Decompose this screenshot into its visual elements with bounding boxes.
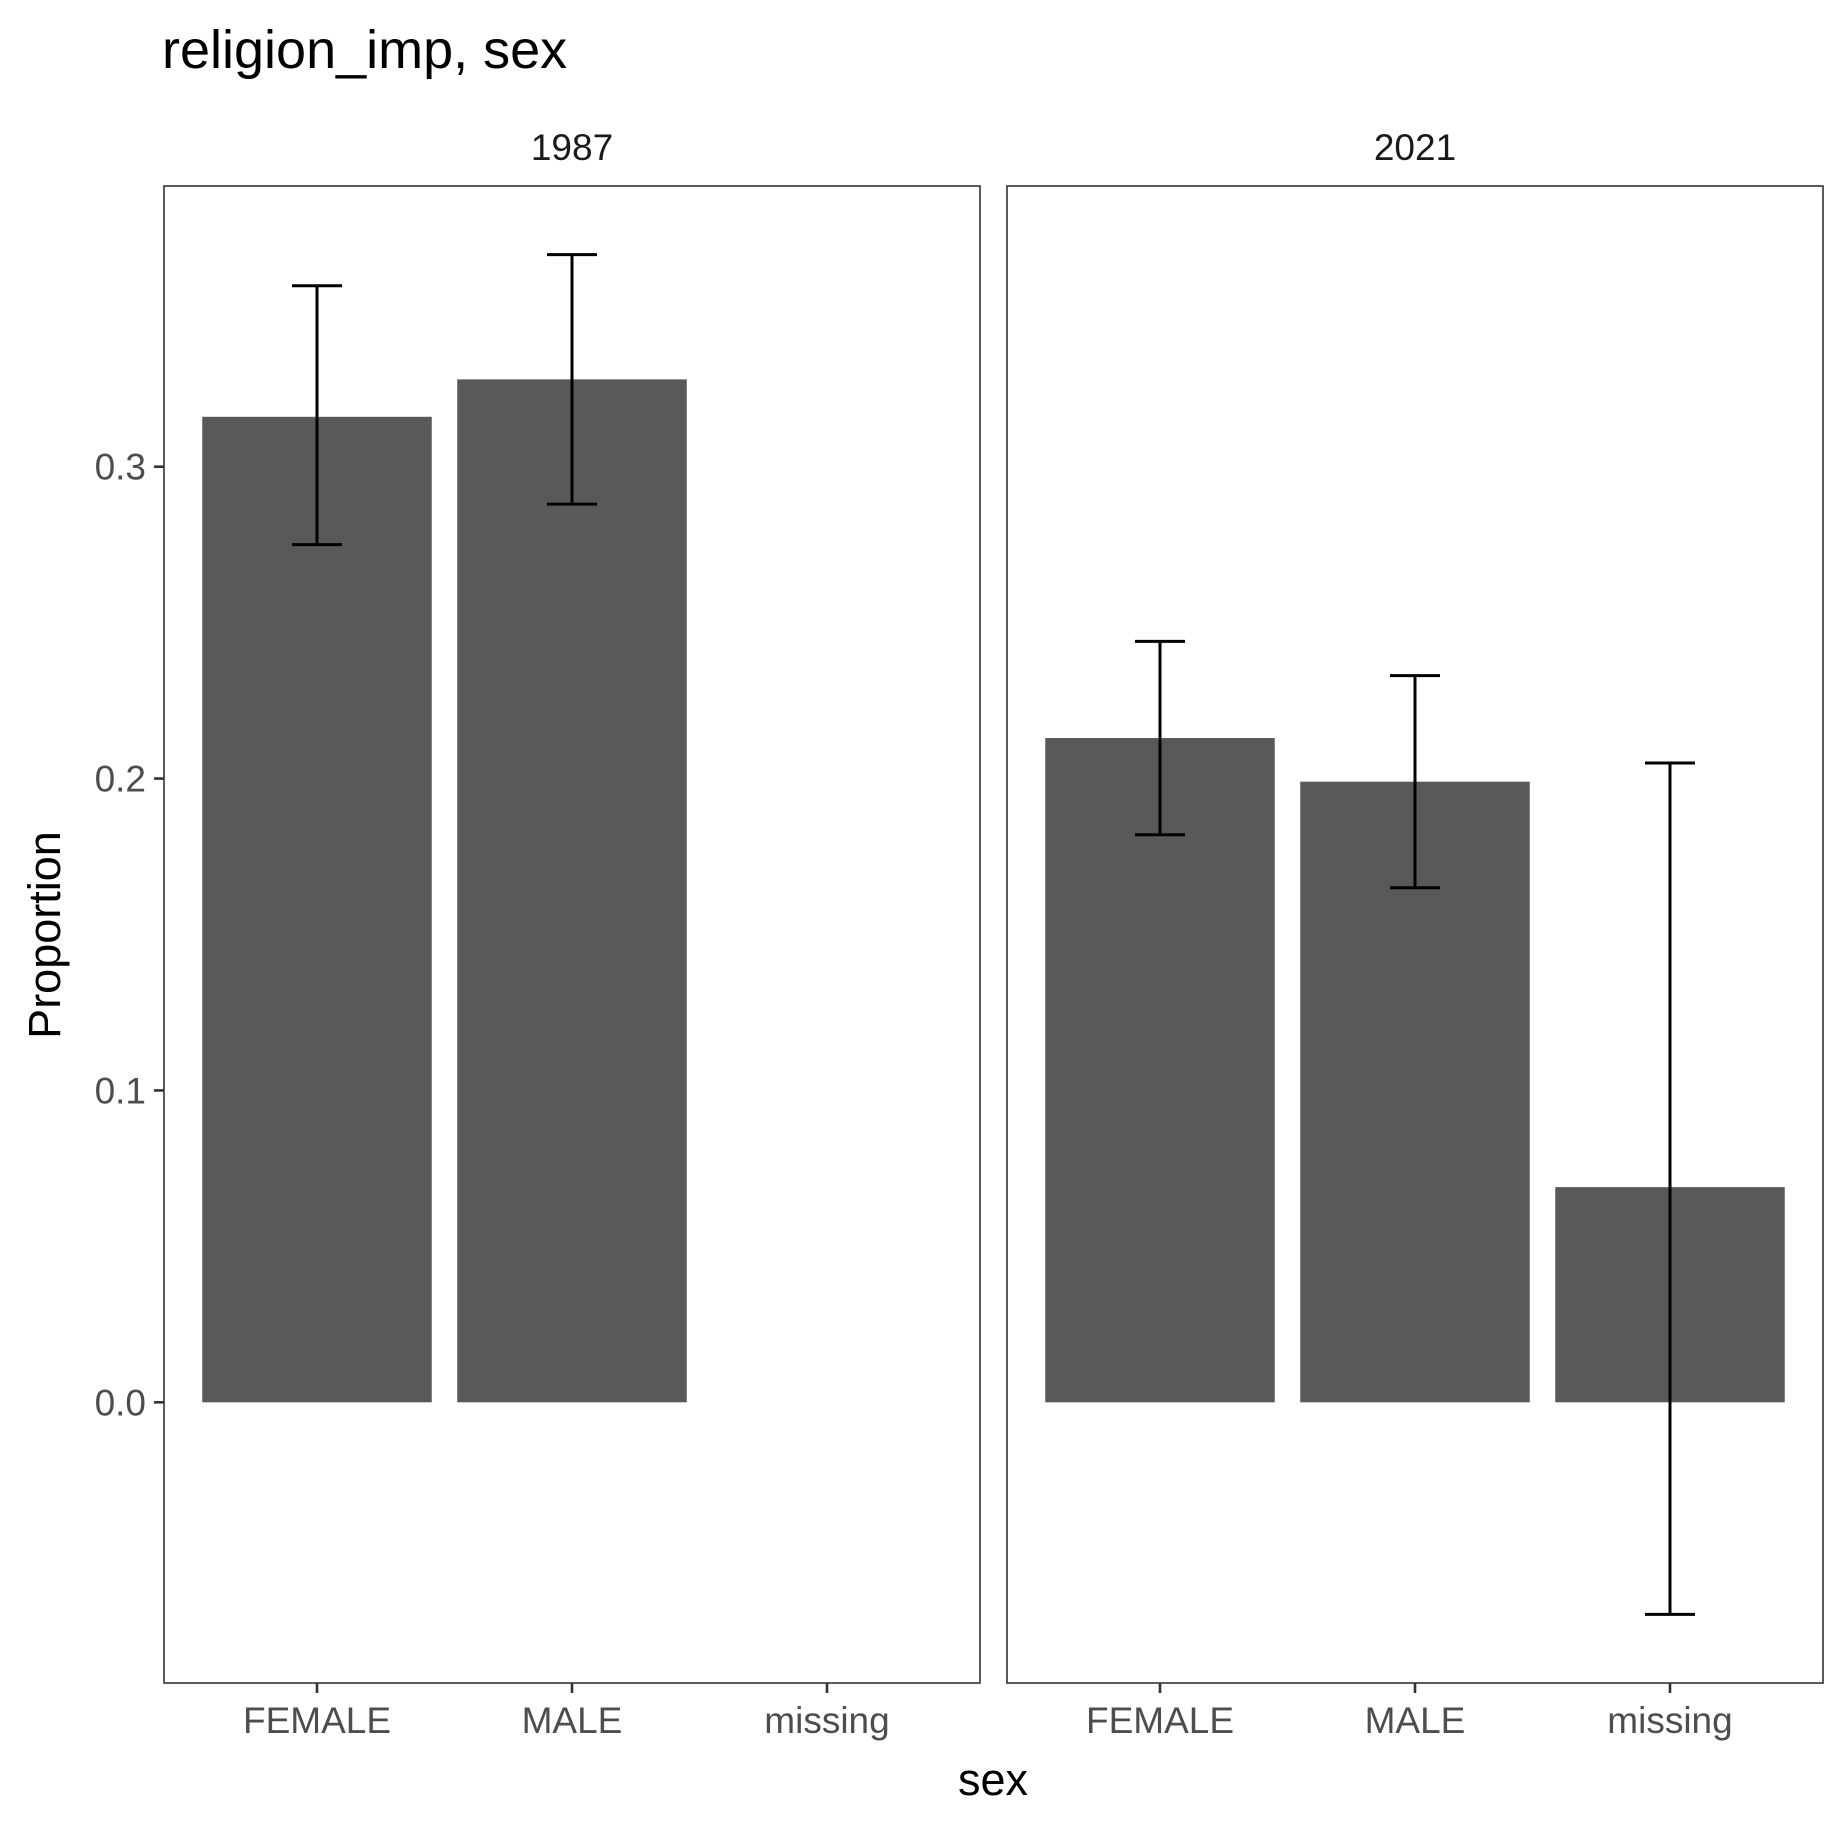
error-bar-FEMALE [292,284,342,547]
chart-title: religion_imp, sex [162,20,567,80]
x-axis-title: sex [958,1754,1029,1805]
error-bar-MALE [1390,674,1440,890]
y-tick-label: 0.1 [95,1070,146,1111]
panel-border [163,185,981,1684]
error-bar-FEMALE [1135,639,1185,837]
panel-1987: 1987 FEMALE MALE missing [163,127,981,1741]
panel-strip-label: 2021 [1374,127,1456,168]
bar-MALE [457,379,687,1403]
panel-border [1006,185,1824,1684]
y-tick-label: 0.2 [95,759,146,800]
x-tick-label: MALE [1365,1700,1466,1741]
x-tick-label: FEMALE [243,1700,391,1741]
error-bar-missing [1645,761,1695,1616]
y-axis-title: Proportion [19,831,70,1039]
bar-FEMALE [202,416,432,1403]
panel-2021: 2021 FEMALE MALE missing [1006,127,1824,1741]
x-tick-label: missing [764,1700,889,1741]
y-axis: 0.0 0.1 0.2 0.3 [95,447,164,1423]
panels: 1987 FEMALE MALE missing 2021 FEMALE MALE missi… [163,127,1824,1741]
error-bar-MALE [547,253,597,506]
y-tick-label: 0.3 [95,447,146,488]
x-tick-label: MALE [522,1700,623,1741]
x-tick-label: missing [1607,1700,1732,1741]
panel-strip-label: 1987 [531,127,613,168]
bar-FEMALE [1045,738,1275,1403]
x-tick-label: FEMALE [1086,1700,1234,1741]
y-tick-label: 0.0 [95,1382,146,1423]
